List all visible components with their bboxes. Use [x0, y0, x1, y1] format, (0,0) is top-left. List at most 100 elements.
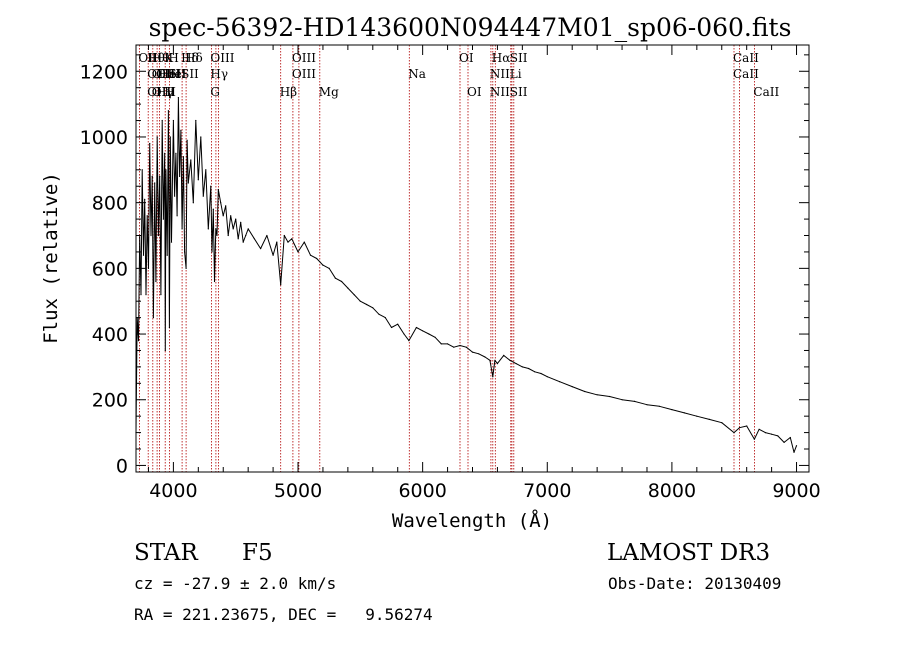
- flux-point: [146, 215, 148, 217]
- flux-point: [186, 139, 188, 141]
- flux-point: [422, 330, 424, 332]
- flux-point: [540, 372, 542, 375]
- flux-point: [334, 277, 336, 279]
- flux-point: [147, 267, 150, 269]
- flux-point: [182, 156, 184, 158]
- y-tick-label: 200: [92, 390, 128, 412]
- flux-point: [434, 336, 436, 338]
- chart-title: spec-56392-HD143600N094447M01_sp06-060.f…: [149, 13, 792, 42]
- spectral-line-label: CaII: [733, 51, 759, 65]
- flux-point: [571, 386, 573, 388]
- flux-point: [162, 218, 164, 220]
- y-tick-label: 1200: [80, 61, 128, 83]
- spectral-line-label: OII: [152, 67, 172, 81]
- observation-date: Obs-Date: 20130409: [608, 574, 782, 593]
- spectral-line-label: Mg: [319, 85, 339, 99]
- flux-point: [140, 294, 142, 296]
- flux-point: [260, 248, 262, 250]
- flux-point: [459, 344, 461, 347]
- flux-point: [303, 241, 305, 243]
- flux-point: [559, 381, 561, 383]
- flux-point: [202, 195, 204, 197]
- flux-point: [155, 280, 157, 283]
- flux-point: [494, 359, 496, 361]
- flux-point: [287, 241, 289, 243]
- flux-point: [777, 435, 779, 437]
- x-tick-label: 9000: [772, 480, 820, 502]
- spectral-line-label: NII: [490, 67, 510, 81]
- flux-point: [521, 366, 524, 368]
- flux-point: [621, 399, 623, 401]
- flux-point: [197, 179, 199, 181]
- flux-point: [220, 202, 222, 204]
- flux-point: [492, 376, 494, 378]
- flux-point: [164, 349, 166, 352]
- flux-point: [347, 287, 349, 289]
- y-tick-label: 400: [92, 324, 128, 346]
- flux-point: [177, 97, 179, 99]
- flux-point: [242, 241, 244, 243]
- flux-point: [484, 356, 486, 358]
- flux-point: [276, 241, 278, 243]
- y-tick-label: 0: [116, 455, 128, 477]
- flux-point: [175, 152, 177, 154]
- flux-point: [170, 241, 173, 243]
- flux-point: [297, 251, 299, 253]
- flux-point: [283, 234, 285, 237]
- spectral-line-label: OI: [459, 51, 474, 65]
- spectral-line-label: SII: [510, 51, 528, 65]
- flux-point: [509, 359, 511, 361]
- spectral-line-label: Hγ: [210, 67, 228, 81]
- flux-point: [180, 129, 182, 131]
- flux-point: [227, 234, 229, 237]
- flux-point: [378, 313, 380, 315]
- spectral-line-label: OII: [147, 67, 167, 81]
- flux-point: [216, 234, 218, 237]
- flux-point: [503, 354, 505, 356]
- spectral-line-label: Hδ: [181, 51, 199, 65]
- flux-point: [291, 238, 293, 240]
- x-tick-label: 8000: [648, 480, 696, 502]
- x-tick-label: 4000: [149, 480, 197, 502]
- spectral-line-label: CaII: [753, 85, 779, 99]
- flux-point: [184, 251, 186, 253]
- flux-point: [159, 175, 161, 177]
- spectral-line-label: H: [168, 51, 178, 65]
- spectral-line-label: OIII: [292, 67, 316, 81]
- redshift-cz: cz = -27.9 ± 2.0 km/s: [134, 574, 337, 593]
- flux-point: [167, 110, 169, 112]
- spectral-line-label: HeI: [159, 67, 182, 81]
- spectral-line-label: Na: [408, 67, 426, 81]
- flux-point: [658, 405, 661, 407]
- flux-point: [190, 159, 192, 161]
- flux-point: [708, 418, 710, 420]
- flux-point: [144, 198, 146, 200]
- flux-point: [415, 326, 417, 329]
- flux-point: [166, 254, 168, 256]
- flux-point: [471, 351, 474, 353]
- flux-point: [671, 409, 673, 411]
- flux-point: [596, 394, 598, 396]
- flux-point: [447, 343, 449, 345]
- spectral-line-label: CaII: [733, 67, 759, 81]
- flux-point: [205, 169, 207, 171]
- flux-point: [169, 136, 171, 138]
- spectral-line-label: H: [164, 85, 174, 99]
- flux-point: [230, 215, 232, 217]
- flux-point: [280, 284, 282, 286]
- spectral-line-label: OI: [467, 85, 482, 99]
- flux-point: [240, 221, 242, 223]
- flux-point: [152, 317, 154, 319]
- flux-point: [235, 218, 237, 220]
- flux-point: [187, 182, 189, 184]
- flux-point: [161, 119, 163, 122]
- flux-point: [546, 376, 548, 378]
- flux-point: [215, 228, 217, 230]
- flux-point: [683, 412, 686, 414]
- spectral-line-label: OIII: [210, 51, 234, 65]
- flux-point: [646, 404, 648, 406]
- object-type: STAR: [134, 540, 198, 566]
- flux-point: [489, 359, 491, 361]
- flux-point: [247, 228, 249, 230]
- flux-point: [322, 264, 324, 266]
